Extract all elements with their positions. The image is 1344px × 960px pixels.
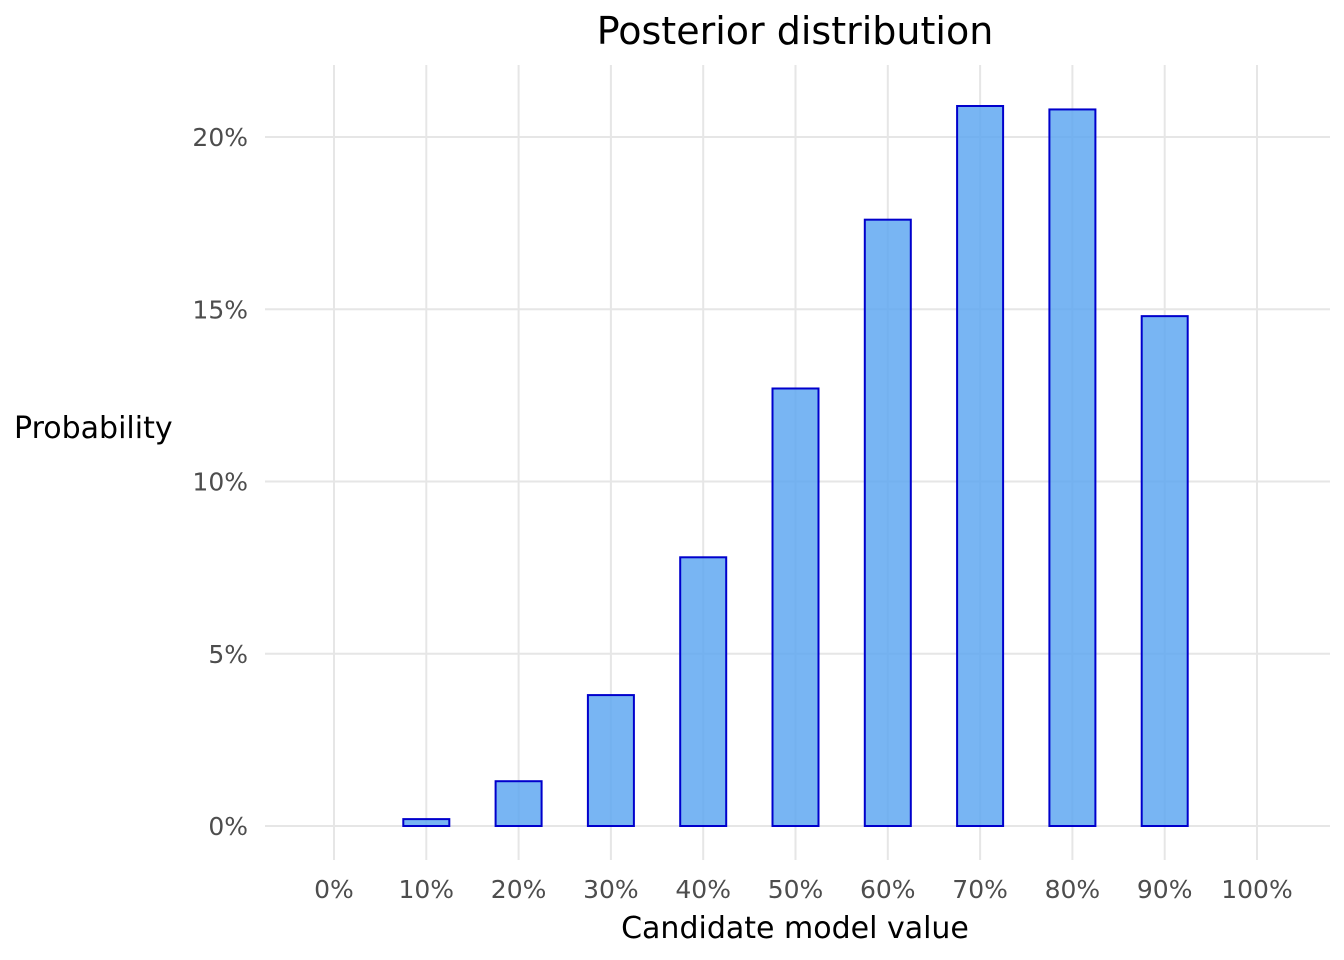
x-tick-label: 20% xyxy=(491,875,547,904)
x-tick-label: 50% xyxy=(768,875,824,904)
y-tick-label: 20% xyxy=(192,123,248,152)
bar-80pct xyxy=(1048,108,1097,827)
bar-40pct xyxy=(679,556,728,827)
bar-30pct xyxy=(586,694,635,828)
bar-20pct xyxy=(494,780,543,828)
chart-title: Posterior distribution xyxy=(597,9,994,53)
x-tick-label: 10% xyxy=(399,875,455,904)
bar-10pct xyxy=(402,818,451,827)
y-tick-label: 0% xyxy=(208,812,248,841)
x-tick-label: 100% xyxy=(1221,875,1292,904)
x-axis-ticks: 0% 10% 20% 30% 40% 50% 60% 70% 80% 90% 100% xyxy=(314,875,1293,904)
y-axis-title: Probability xyxy=(14,411,173,446)
bar-90pct xyxy=(1140,315,1189,827)
y-axis-ticks: 0% 5% 10% 15% 20% xyxy=(192,123,248,841)
y-tick-label: 15% xyxy=(192,295,248,324)
x-tick-label: 60% xyxy=(860,875,916,904)
x-tick-label: 40% xyxy=(675,875,731,904)
x-tick-label: 70% xyxy=(952,875,1008,904)
x-tick-label: 0% xyxy=(314,875,354,904)
x-tick-label: 90% xyxy=(1137,875,1193,904)
bar-50pct xyxy=(771,387,820,827)
x-tick-label: 30% xyxy=(583,875,639,904)
x-axis-title: Candidate model value xyxy=(621,911,969,946)
y-tick-label: 10% xyxy=(192,468,248,497)
bar-70pct xyxy=(956,104,1005,828)
y-tick-label: 5% xyxy=(208,640,248,669)
bar-60pct xyxy=(863,218,912,827)
bars xyxy=(402,104,1189,828)
x-tick-label: 80% xyxy=(1045,875,1101,904)
